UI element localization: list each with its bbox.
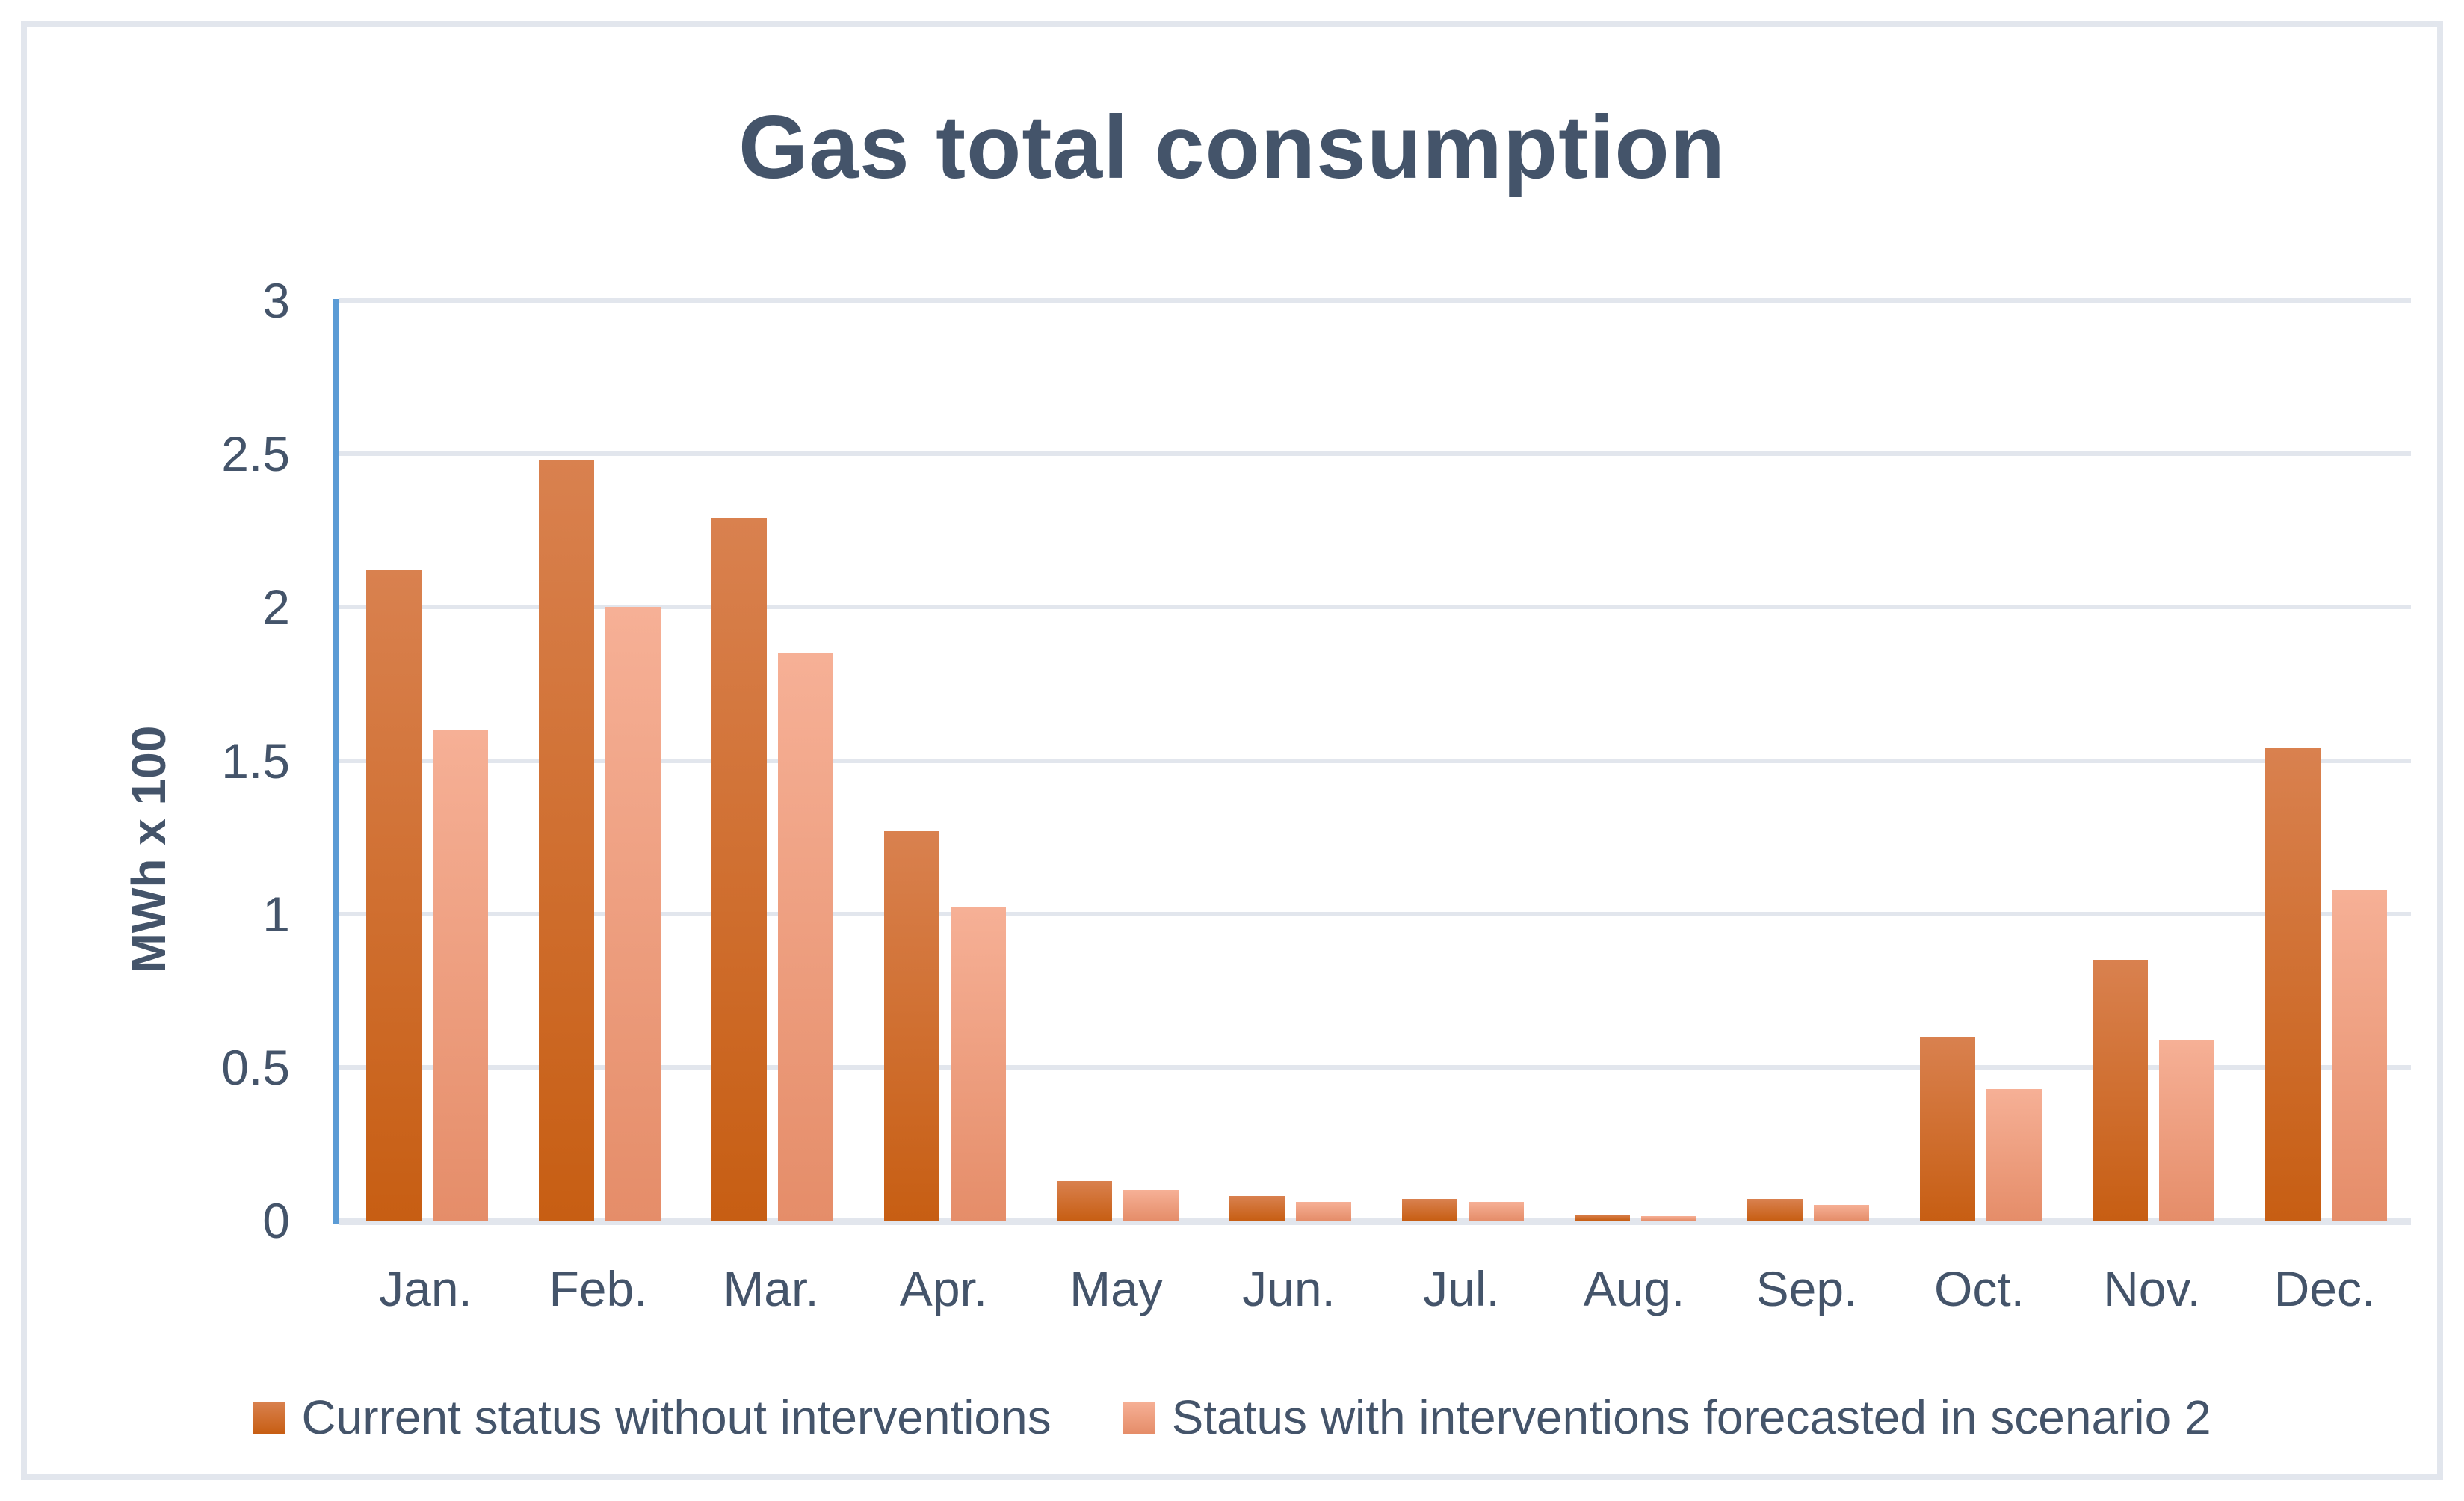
bar — [778, 653, 833, 1221]
x-axis-tick-label: Jan. — [379, 1261, 472, 1316]
legend: Current status without interventions Stat… — [27, 1390, 2437, 1444]
gridline — [339, 758, 2411, 763]
legend-item: Status with interventions forecasted in … — [1123, 1390, 2211, 1444]
bar — [1641, 1215, 1696, 1221]
y-axis-tick-label: 0.5 — [221, 1039, 290, 1095]
y-axis-line — [333, 299, 339, 1224]
x-axis-tick-label: May — [1069, 1261, 1163, 1316]
bar — [2332, 889, 2387, 1221]
legend-swatch-icon — [253, 1401, 285, 1434]
bar — [433, 730, 488, 1221]
bar — [2265, 748, 2321, 1221]
x-axis-tick-label: Apr. — [899, 1261, 988, 1316]
legend-label: Status with interventions forecasted in … — [1171, 1390, 2211, 1444]
x-axis-tick-label: Jun. — [1242, 1261, 1336, 1316]
bar — [884, 830, 939, 1221]
bar — [366, 570, 422, 1221]
x-axis-tick-label: Dec. — [2273, 1261, 2376, 1316]
bar — [1986, 1088, 2042, 1221]
bar — [951, 907, 1006, 1221]
gridline — [339, 298, 2411, 303]
x-axis-tick-label: Jul. — [1423, 1261, 1500, 1316]
y-axis-tick-label: 1 — [262, 886, 290, 942]
legend-label: Current status without interventions — [301, 1390, 1052, 1444]
gridline — [339, 1064, 2411, 1070]
bar — [711, 518, 767, 1221]
chart-frame: Gas total consumption MWh x 100 0 0.5 1 1.5… — [21, 21, 2443, 1480]
legend-swatch-icon — [1123, 1401, 1155, 1434]
bar — [2093, 960, 2148, 1221]
y-axis-tick-label: 3 — [262, 273, 290, 328]
y-axis-tick-label: 2 — [262, 579, 290, 635]
x-axis-tick-label: Nov. — [2103, 1261, 2201, 1316]
bar — [1747, 1199, 1803, 1221]
bar — [1123, 1189, 1179, 1221]
gridline — [339, 911, 2411, 916]
plot-area — [333, 298, 2411, 1225]
y-axis-tick-label: 1.5 — [221, 733, 290, 789]
chart-title: Gas total consumption — [738, 97, 1726, 197]
bar — [1296, 1202, 1351, 1221]
x-axis-tick-label: Aug. — [1583, 1261, 1685, 1316]
y-axis-tick-label: 0 — [262, 1193, 290, 1248]
bar — [2159, 1039, 2214, 1221]
y-axis-tick-label: 2.5 — [221, 426, 290, 482]
gridline — [339, 605, 2411, 610]
gridline — [339, 1218, 2411, 1225]
x-axis-tick-label: Feb. — [549, 1261, 648, 1316]
gridline — [339, 451, 2411, 457]
bar — [1920, 1036, 1975, 1221]
bar — [1575, 1214, 1630, 1221]
bar — [605, 607, 661, 1221]
bar — [1469, 1202, 1524, 1221]
bar — [1814, 1205, 1869, 1221]
bar — [1229, 1196, 1285, 1221]
bar — [1402, 1199, 1457, 1221]
bar — [539, 460, 594, 1221]
x-axis-tick-label: Mar. — [723, 1261, 819, 1316]
x-axis-tick-label: Oct. — [1933, 1261, 2025, 1316]
bar — [1057, 1180, 1112, 1221]
x-axis-tick-label: Sep. — [1756, 1261, 1858, 1316]
legend-item: Current status without interventions — [253, 1390, 1052, 1444]
